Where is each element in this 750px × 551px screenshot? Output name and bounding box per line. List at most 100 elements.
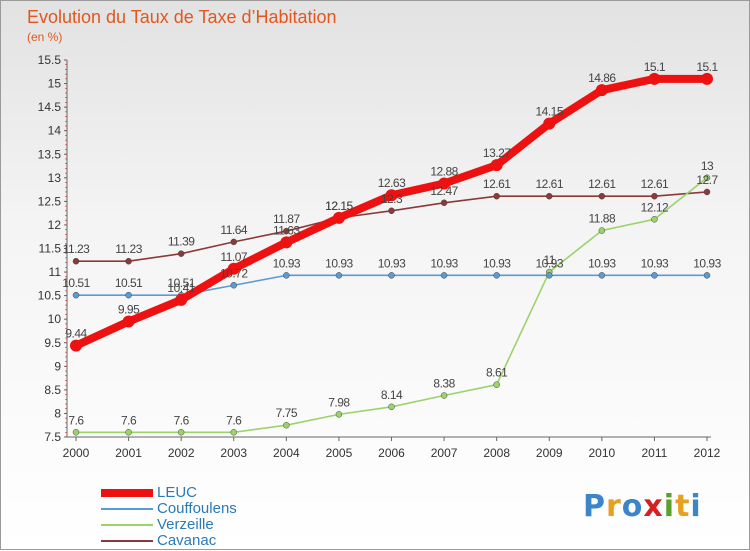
data-label: 12.7: [696, 173, 718, 187]
y-tick-label: 11.5: [39, 242, 62, 256]
data-label: 10.51: [62, 276, 90, 290]
logo-letter: o: [621, 489, 644, 524]
data-point-cavanac: [598, 192, 606, 200]
legend-label: LEUC: [157, 484, 198, 501]
data-point-verzeille: [388, 403, 395, 411]
logo-letter: r: [606, 489, 622, 524]
x-tick-label: 2004: [273, 446, 300, 460]
x-tick-label: 2011: [642, 446, 668, 460]
x-tick-label: 2003: [220, 446, 247, 460]
data-point-cavanac: [651, 192, 658, 200]
data-label: 11.87: [273, 212, 300, 226]
y-tick-label: 10: [48, 312, 62, 326]
legend-swatch: [101, 540, 153, 542]
y-tick-label: 9.5: [44, 336, 61, 350]
data-label: 11.88: [589, 212, 616, 226]
data-label: 12.61: [641, 177, 669, 191]
logo-letter: i: [690, 489, 702, 524]
data-point-leuc: [385, 189, 398, 202]
data-point-leuc: [438, 177, 451, 190]
data-label: 11.07: [220, 250, 247, 264]
data-label: 12.88: [430, 164, 458, 178]
data-point-leuc: [122, 315, 135, 328]
data-label: 11.63: [273, 223, 300, 237]
data-label: 10.51: [115, 276, 143, 290]
y-tick-label: 13.5: [38, 147, 62, 161]
data-label: 8.14: [381, 388, 403, 402]
data-label: 13: [701, 159, 714, 173]
data-point-cavanac: [493, 192, 500, 200]
data-label: 14.86: [588, 71, 616, 85]
x-tick-label: 2006: [378, 446, 405, 460]
data-label: 9.95: [118, 303, 140, 317]
data-label: 7.6: [68, 413, 84, 427]
data-label: 12.12: [641, 200, 669, 214]
legend-swatch: [101, 489, 153, 497]
data-label: 10.93: [641, 256, 669, 270]
data-point-cavanac: [283, 227, 290, 235]
data-label: 7.98: [328, 395, 350, 409]
y-tick-label: 14: [48, 124, 62, 138]
data-point-couffoulens: [72, 291, 80, 299]
data-label: 12.61: [588, 177, 616, 191]
data-point-leuc: [227, 262, 240, 275]
data-label: 7.6: [174, 413, 190, 427]
data-label: 10.72: [220, 266, 248, 280]
y-tick-label: 11: [49, 265, 62, 279]
proxiti-logo: Proxiti: [583, 489, 702, 524]
x-tick-label: 2012: [694, 446, 721, 460]
data-point-cavanac: [230, 238, 237, 246]
data-point-couffoulens: [651, 272, 658, 279]
data-label: 11.39: [168, 235, 195, 249]
data-label: 12.63: [378, 176, 406, 190]
data-point-verzeille: [125, 429, 132, 436]
logo-letter: P: [583, 489, 606, 524]
data-point-cavanac: [125, 257, 132, 265]
legend-swatch: [101, 508, 153, 510]
data-point-verzeille: [177, 429, 185, 436]
data-label: 7.6: [226, 413, 242, 427]
data-point-verzeille: [283, 421, 290, 429]
y-tick-label: 15: [48, 77, 62, 91]
chart-subtitle: (en %): [27, 30, 63, 44]
data-point-couffoulens: [230, 282, 237, 289]
x-tick-label: 2000: [63, 446, 90, 460]
data-point-couffoulens: [493, 272, 500, 279]
data-label: 9.44: [65, 327, 87, 341]
data-point-verzeille: [72, 429, 80, 436]
data-label: 10.93: [693, 256, 721, 270]
data-point-leuc: [332, 211, 345, 224]
data-point-cavanac: [177, 250, 185, 257]
data-label: 12.3: [381, 192, 403, 206]
data-point-couffoulens: [335, 272, 343, 279]
y-tick-label: 10.5: [38, 289, 62, 303]
legend-item-leuc: LEUC: [101, 485, 301, 501]
data-point-leuc: [648, 72, 661, 85]
data-point-cavanac: [703, 188, 711, 196]
data-label: 10.93: [325, 256, 353, 270]
data-label: 10.51: [167, 276, 195, 290]
y-tick-label: 8: [54, 406, 61, 420]
y-tick-label: 9: [54, 359, 61, 373]
data-point-cavanac: [546, 192, 553, 200]
data-label: 10.93: [535, 256, 563, 270]
data-point-cavanac: [388, 207, 395, 215]
legend-item-verzeille: Verzeille: [101, 517, 301, 533]
data-label: 10.93: [273, 256, 301, 270]
data-label: 10.41: [167, 281, 195, 295]
data-point-verzeille: [493, 381, 500, 388]
data-point-verzeille: [230, 429, 237, 436]
data-label: 14.15: [535, 105, 563, 119]
data-label: 12.61: [483, 177, 511, 191]
y-tick-label: 14.5: [38, 100, 62, 114]
data-label: 11.23: [115, 242, 142, 256]
data-point-leuc: [543, 117, 556, 130]
data-label: 12.61: [535, 177, 563, 191]
chart-legend: LEUC Couffoulens Verzeille Cavanac: [101, 485, 301, 549]
data-label: 10.93: [483, 256, 511, 270]
legend-label: Couffoulens: [157, 500, 237, 517]
data-point-verzeille: [440, 392, 448, 399]
y-tick-label: 12.5: [38, 194, 62, 208]
data-label: 7.75: [276, 406, 298, 420]
